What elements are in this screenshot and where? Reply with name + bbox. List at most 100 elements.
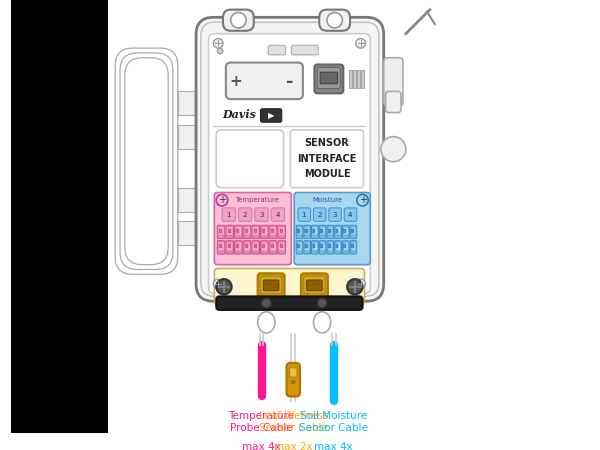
Circle shape bbox=[214, 279, 223, 289]
FancyBboxPatch shape bbox=[329, 208, 341, 221]
Bar bbox=[328, 229, 331, 233]
FancyBboxPatch shape bbox=[319, 225, 326, 238]
FancyBboxPatch shape bbox=[235, 241, 242, 254]
FancyBboxPatch shape bbox=[268, 45, 286, 55]
Text: +: + bbox=[229, 74, 242, 89]
FancyBboxPatch shape bbox=[304, 276, 325, 293]
FancyBboxPatch shape bbox=[314, 64, 343, 93]
FancyBboxPatch shape bbox=[216, 297, 362, 310]
FancyBboxPatch shape bbox=[296, 241, 303, 254]
Bar bbox=[335, 244, 338, 248]
Text: Temperature: Temperature bbox=[235, 197, 278, 203]
FancyBboxPatch shape bbox=[307, 280, 322, 291]
Bar bbox=[320, 244, 323, 248]
FancyBboxPatch shape bbox=[252, 241, 260, 254]
Text: +: + bbox=[359, 195, 367, 205]
Bar bbox=[271, 229, 274, 233]
Circle shape bbox=[356, 39, 365, 48]
Circle shape bbox=[356, 279, 365, 289]
Bar bbox=[245, 229, 248, 233]
Circle shape bbox=[214, 39, 223, 48]
FancyBboxPatch shape bbox=[255, 208, 268, 221]
Circle shape bbox=[216, 279, 232, 294]
FancyBboxPatch shape bbox=[226, 63, 303, 99]
Bar bbox=[236, 244, 239, 248]
FancyBboxPatch shape bbox=[335, 241, 341, 254]
FancyBboxPatch shape bbox=[218, 243, 224, 250]
FancyBboxPatch shape bbox=[301, 273, 328, 298]
FancyBboxPatch shape bbox=[278, 241, 286, 254]
Text: 4: 4 bbox=[348, 212, 352, 218]
Circle shape bbox=[381, 137, 406, 162]
FancyBboxPatch shape bbox=[343, 227, 348, 235]
Bar bbox=[219, 244, 222, 248]
FancyBboxPatch shape bbox=[319, 241, 326, 254]
Text: Davis: Davis bbox=[222, 109, 256, 120]
FancyBboxPatch shape bbox=[243, 241, 251, 254]
FancyBboxPatch shape bbox=[313, 227, 317, 235]
Circle shape bbox=[292, 380, 295, 384]
FancyBboxPatch shape bbox=[305, 227, 310, 235]
Bar bbox=[297, 229, 300, 233]
Bar bbox=[320, 229, 323, 233]
FancyBboxPatch shape bbox=[279, 227, 284, 235]
FancyBboxPatch shape bbox=[296, 225, 303, 238]
Circle shape bbox=[317, 298, 327, 308]
FancyBboxPatch shape bbox=[292, 45, 318, 55]
FancyBboxPatch shape bbox=[262, 227, 267, 235]
Text: 4: 4 bbox=[275, 212, 280, 218]
FancyBboxPatch shape bbox=[260, 276, 282, 293]
Bar bbox=[228, 229, 231, 233]
FancyBboxPatch shape bbox=[317, 68, 340, 89]
FancyBboxPatch shape bbox=[350, 225, 357, 238]
FancyBboxPatch shape bbox=[253, 227, 259, 235]
FancyBboxPatch shape bbox=[343, 243, 348, 250]
FancyBboxPatch shape bbox=[351, 227, 356, 235]
FancyBboxPatch shape bbox=[226, 225, 233, 238]
Text: Moisture: Moisture bbox=[313, 197, 343, 203]
FancyBboxPatch shape bbox=[343, 241, 349, 254]
FancyBboxPatch shape bbox=[214, 269, 364, 305]
FancyBboxPatch shape bbox=[313, 208, 326, 221]
FancyBboxPatch shape bbox=[270, 227, 276, 235]
FancyBboxPatch shape bbox=[235, 225, 242, 238]
Text: SENSOR: SENSOR bbox=[305, 139, 349, 148]
FancyBboxPatch shape bbox=[344, 208, 357, 221]
FancyBboxPatch shape bbox=[216, 130, 284, 188]
FancyBboxPatch shape bbox=[270, 243, 276, 250]
Text: MODULE: MODULE bbox=[304, 169, 350, 179]
Text: +: + bbox=[218, 195, 226, 205]
FancyBboxPatch shape bbox=[262, 243, 267, 250]
FancyBboxPatch shape bbox=[252, 225, 260, 238]
FancyBboxPatch shape bbox=[260, 109, 282, 122]
Bar bbox=[343, 229, 346, 233]
FancyBboxPatch shape bbox=[257, 273, 284, 298]
Circle shape bbox=[217, 48, 223, 54]
Text: ▶: ▶ bbox=[268, 111, 274, 120]
FancyBboxPatch shape bbox=[226, 241, 233, 254]
FancyBboxPatch shape bbox=[313, 243, 317, 250]
Circle shape bbox=[347, 279, 362, 294]
FancyBboxPatch shape bbox=[384, 58, 403, 106]
Text: max 2x: max 2x bbox=[274, 442, 313, 450]
Bar bbox=[297, 244, 300, 248]
Text: Temperature
Probe Cable: Temperature Probe Cable bbox=[229, 411, 295, 433]
Text: 1: 1 bbox=[227, 212, 231, 218]
Text: max 4x: max 4x bbox=[314, 442, 353, 450]
Bar bbox=[254, 229, 257, 233]
Bar bbox=[280, 229, 283, 233]
Bar bbox=[305, 229, 308, 233]
FancyBboxPatch shape bbox=[335, 225, 341, 238]
FancyBboxPatch shape bbox=[278, 225, 286, 238]
FancyBboxPatch shape bbox=[351, 243, 356, 250]
Bar bbox=[271, 244, 274, 248]
Circle shape bbox=[216, 194, 228, 206]
Bar bbox=[107, 0, 589, 433]
FancyBboxPatch shape bbox=[223, 9, 254, 31]
Bar bbox=[313, 229, 316, 233]
FancyBboxPatch shape bbox=[244, 243, 250, 250]
Bar bbox=[178, 91, 195, 116]
FancyBboxPatch shape bbox=[238, 208, 252, 221]
Bar bbox=[219, 229, 222, 233]
FancyBboxPatch shape bbox=[304, 241, 311, 254]
